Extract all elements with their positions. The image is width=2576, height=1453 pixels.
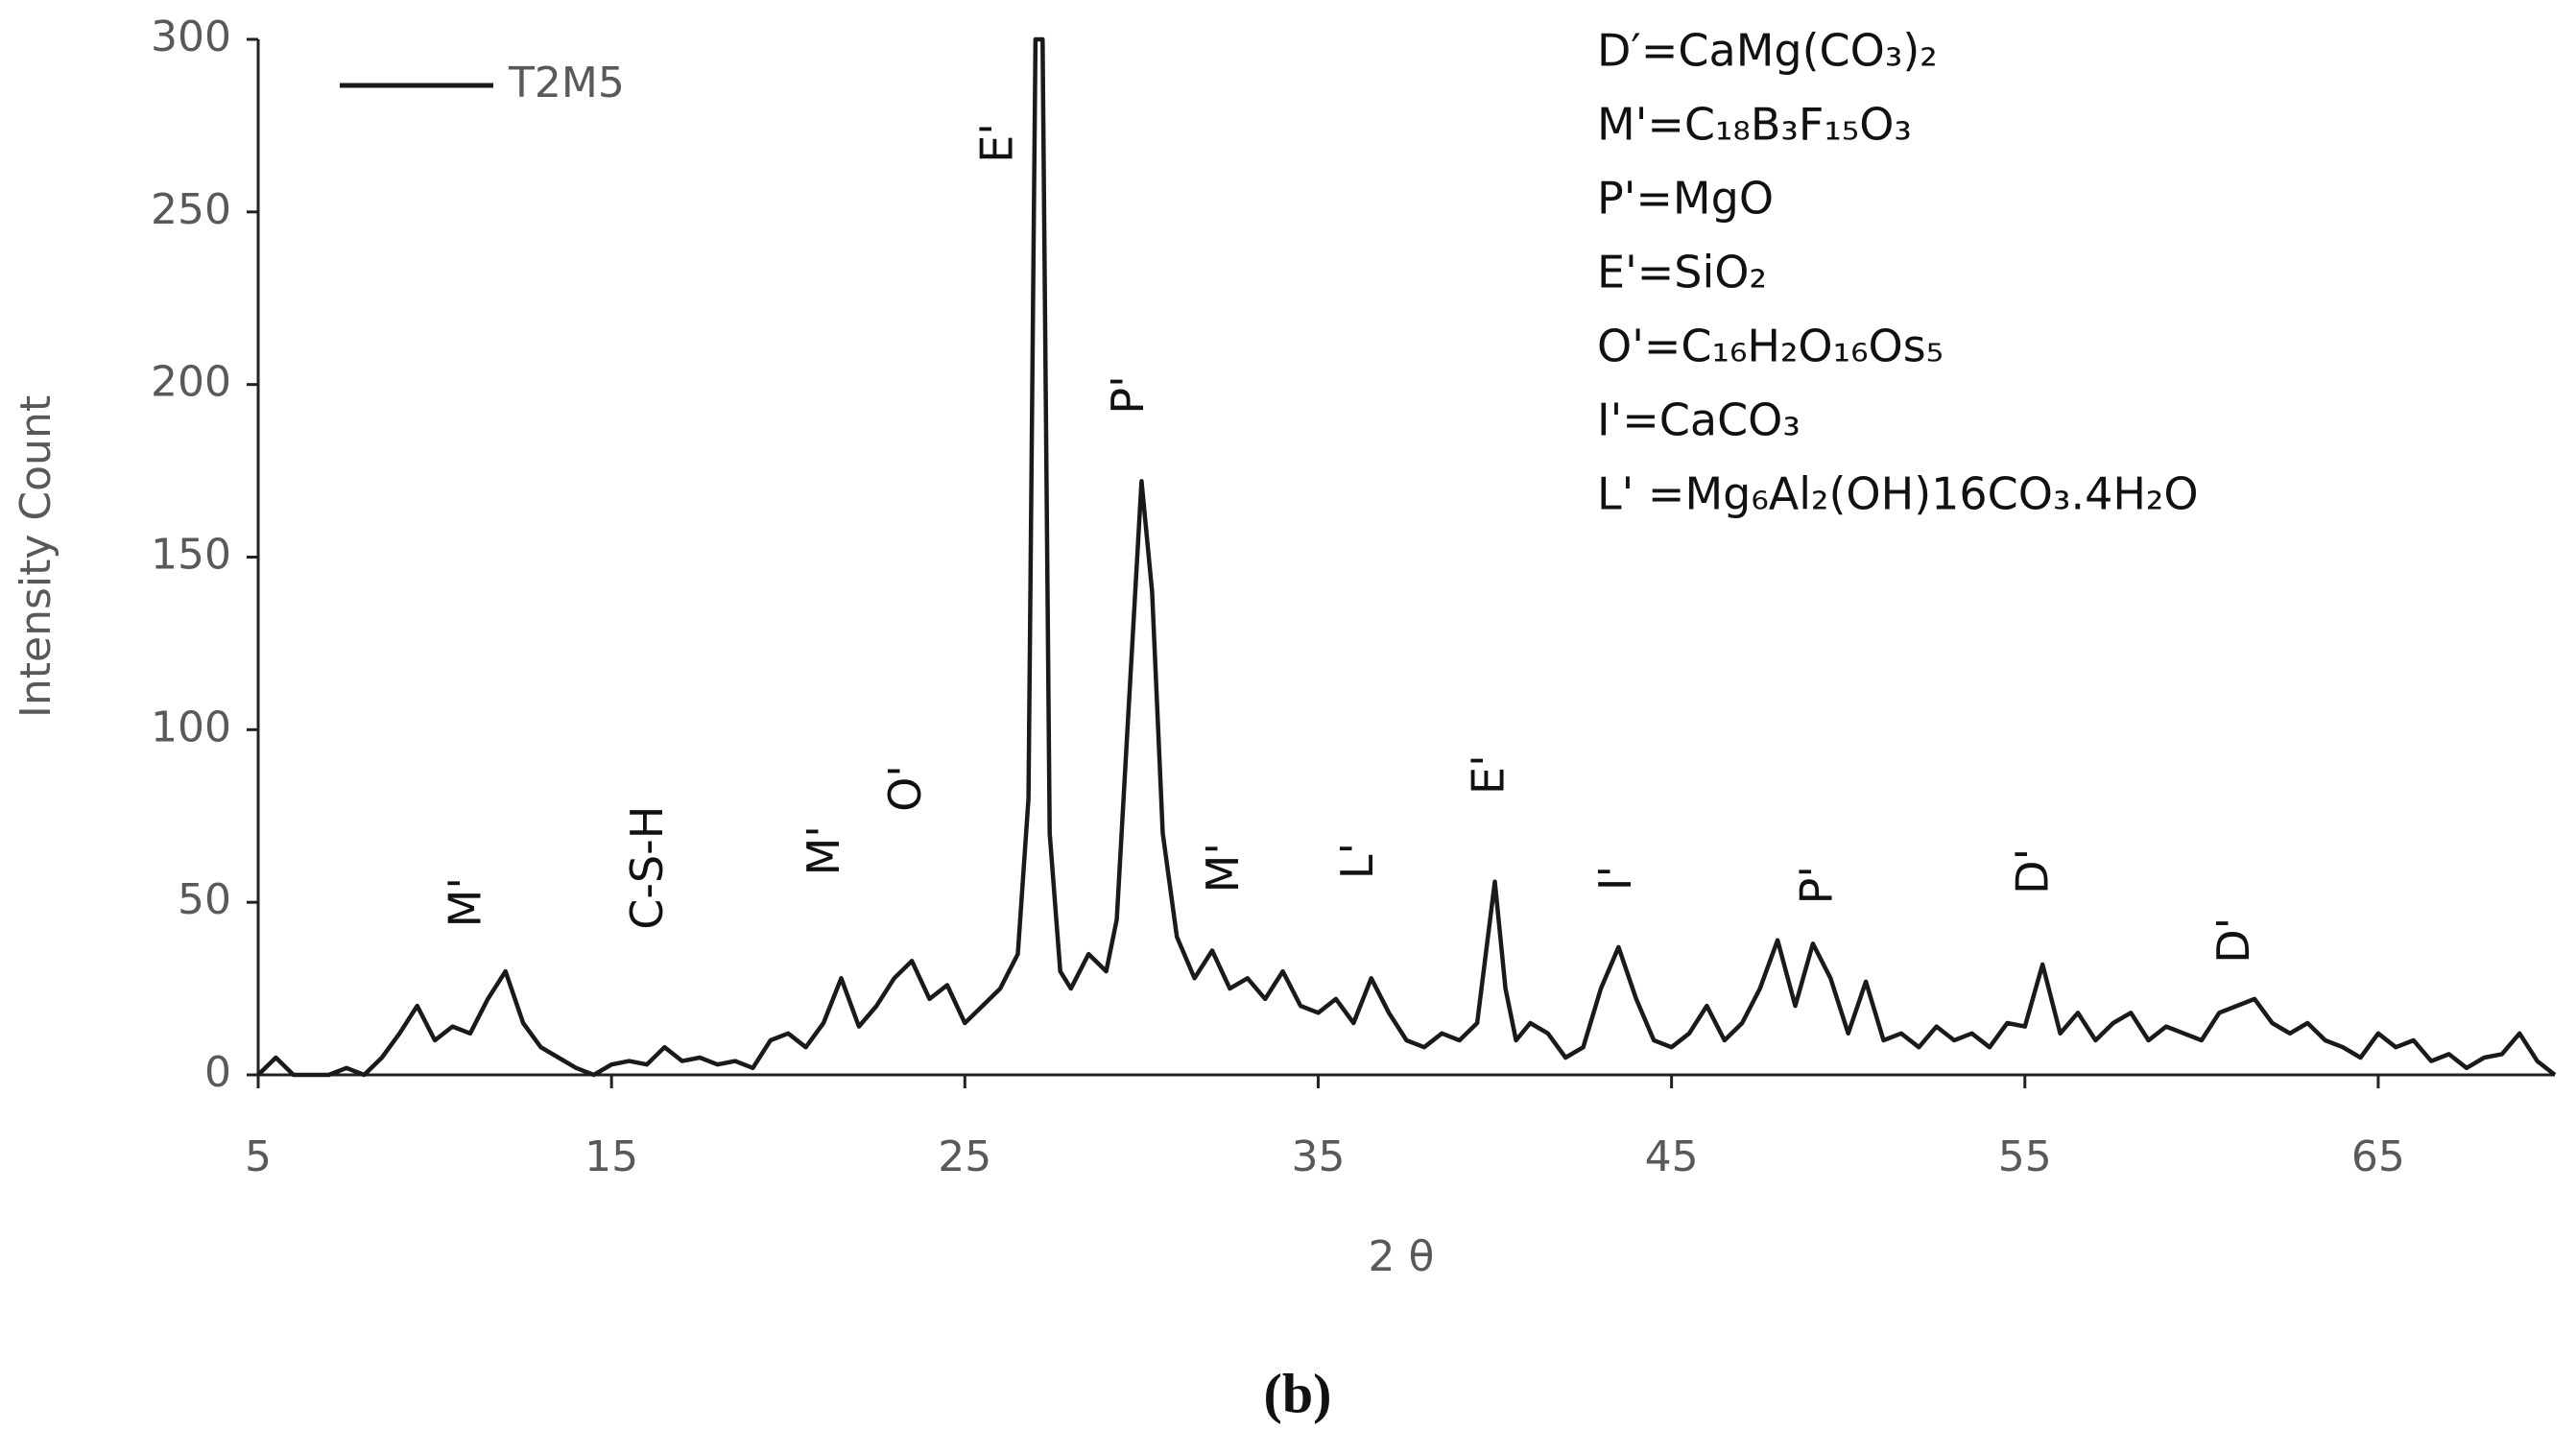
y-tick-label: 0 — [204, 1048, 231, 1097]
peak-label: C-S-H — [621, 806, 673, 930]
key-entry: L' =Mg₆Al₂(OH)16CO₃.4H₂O — [1597, 468, 2199, 520]
peak-label: M' — [1197, 843, 1249, 893]
data-line — [256, 36, 2557, 1078]
x-tick-label: 5 — [245, 1132, 272, 1181]
peak-label: O' — [879, 765, 931, 812]
key-entry: E'=SiO₂ — [1597, 247, 1767, 298]
y-tick-label: 250 — [151, 185, 231, 234]
key-entry: I'=CaCO₃ — [1597, 394, 1801, 446]
x-tick-label: 65 — [2351, 1132, 2405, 1181]
peak-label: M' — [798, 825, 849, 875]
peak-label: E' — [1462, 754, 1514, 795]
peak-label: D' — [2006, 848, 2058, 894]
y-tick-label: 200 — [151, 358, 231, 407]
caption: (b) — [1264, 1362, 1332, 1424]
x-tick-label: 45 — [1645, 1132, 1699, 1181]
key-entry: O'=C₁₆H₂O₁₆Os₅ — [1597, 321, 1944, 372]
peak-label: P' — [1791, 866, 1843, 904]
x-tick-label: 35 — [1291, 1132, 1345, 1181]
peak-label: E' — [971, 123, 1023, 163]
x-tick-label: 55 — [1998, 1132, 2052, 1181]
x-tick-label: 15 — [584, 1132, 638, 1181]
peak-label: P' — [1102, 375, 1154, 414]
peak-label: L' — [1331, 843, 1383, 879]
peak-label: I' — [1589, 866, 1641, 891]
x-tick-label: 25 — [938, 1132, 991, 1181]
x-axis-title: 2 θ — [1369, 1232, 1435, 1281]
y-axis-title: Intensity Count — [12, 395, 60, 718]
peak-label: D' — [2207, 917, 2259, 964]
y-tick-label: 50 — [178, 875, 231, 924]
key-entry: P'=MgO — [1597, 173, 1774, 225]
y-tick-label: 100 — [151, 703, 231, 751]
key-entry: D′=CaMg(CO₃)₂ — [1597, 25, 1938, 77]
y-tick-label: 300 — [151, 12, 231, 61]
peak-label: M' — [440, 877, 491, 927]
y-tick-label: 150 — [151, 531, 231, 580]
legend-label: T2M5 — [508, 59, 625, 107]
key-entry: M'=C₁₈B₃F₁₅O₃ — [1597, 99, 1912, 151]
